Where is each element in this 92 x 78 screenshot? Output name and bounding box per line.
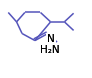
Text: N: N [47,34,55,44]
Text: H₂N: H₂N [40,45,60,55]
Text: N: N [47,34,55,44]
Text: N: N [47,34,55,44]
Text: H₂N: H₂N [40,45,60,55]
Text: H₂N: H₂N [40,45,60,55]
